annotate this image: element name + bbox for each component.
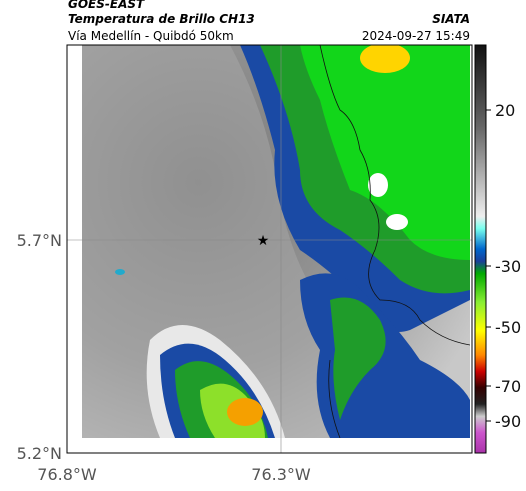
colorbar-label: 20: [495, 101, 515, 120]
lat-label: 5.2°N: [17, 444, 62, 463]
region: Vía Medellín - Quibdó 50km: [68, 29, 234, 43]
lon-label: 76.8°W: [37, 465, 97, 484]
colorbar-label: -70: [495, 377, 521, 396]
colorbar-label: -50: [495, 318, 521, 337]
colorbar-label: -30: [495, 257, 521, 276]
agency: SIATA: [432, 12, 470, 26]
satellite-image: [82, 45, 470, 438]
datetime: 2024-09-27 15:49: [362, 29, 470, 43]
colorbar: [474, 44, 487, 454]
source: GOES-EAST: [68, 0, 145, 11]
product: Temperatura de Brillo CH13: [68, 12, 255, 26]
lat-label: 5.7°N: [17, 231, 62, 250]
map-frame: [66, 44, 473, 454]
lon-label: 76.3°W: [251, 465, 311, 484]
city-marker: ★: [257, 233, 270, 249]
colorbar-label: -90: [495, 412, 521, 431]
